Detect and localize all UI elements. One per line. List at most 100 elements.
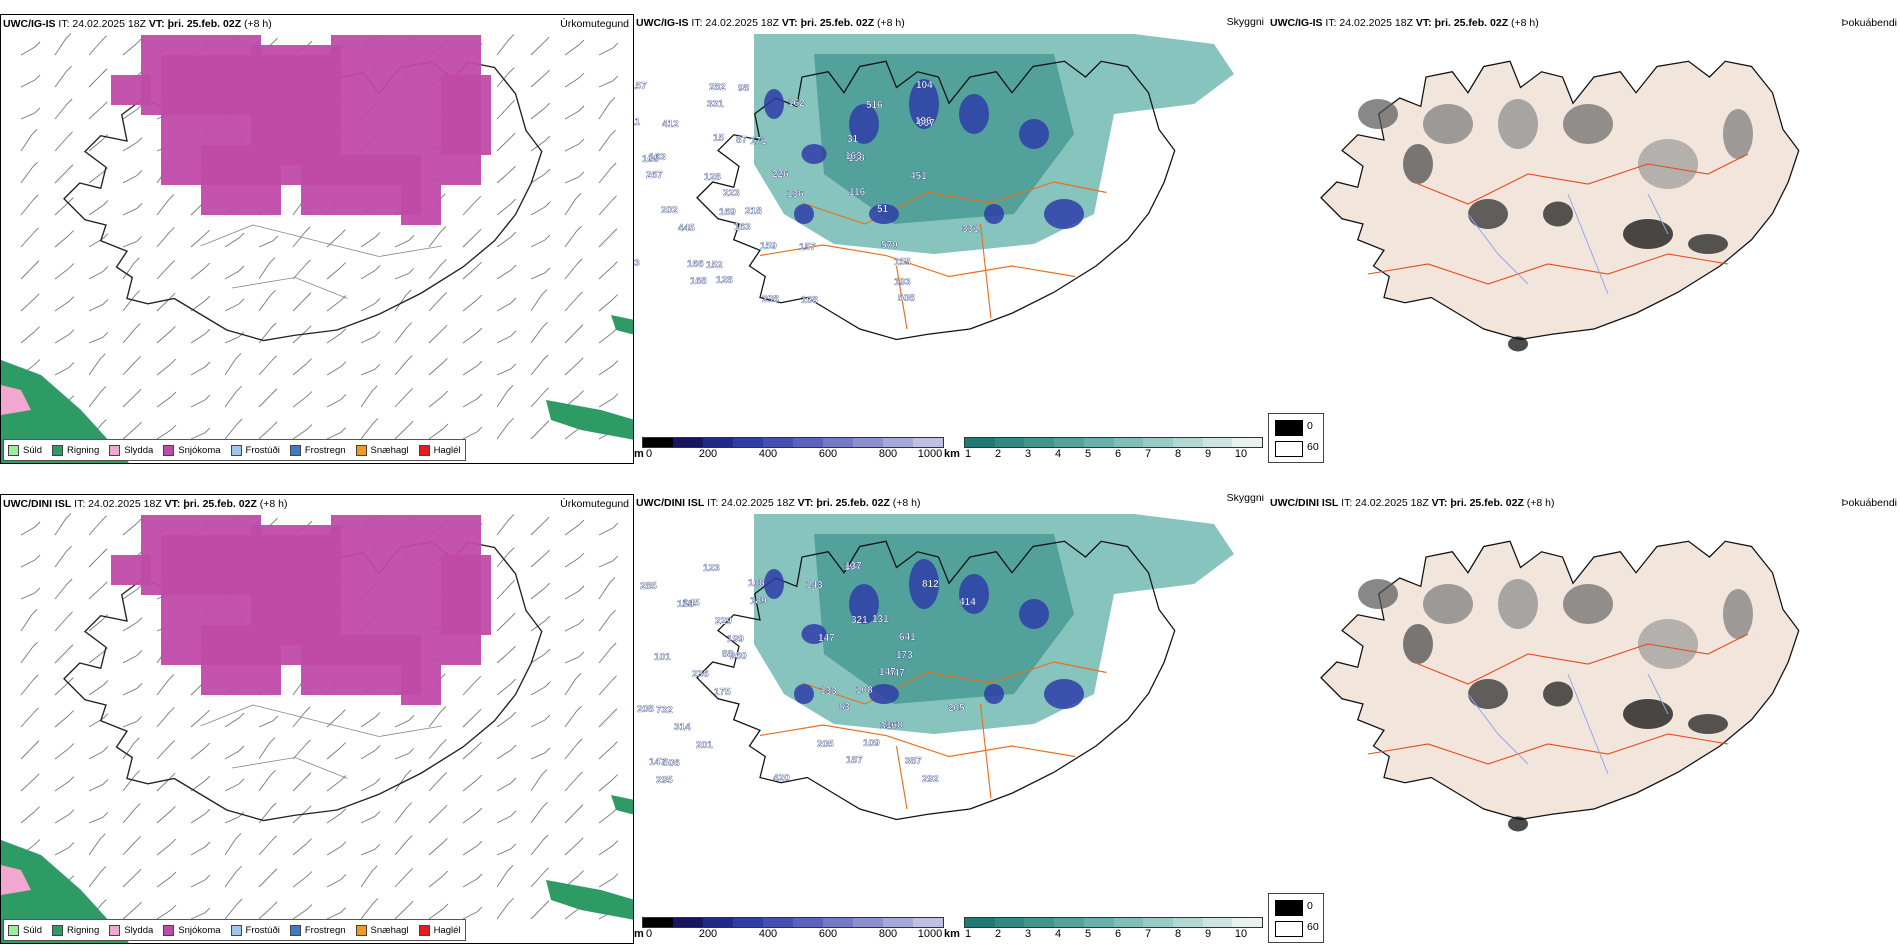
wind-barb — [190, 846, 206, 856]
wind-barb-flag — [476, 906, 483, 913]
ceiling-value-label: 314 — [674, 722, 691, 733]
vis-tick: 2 — [994, 928, 1002, 940]
wind-barb-flag — [374, 712, 381, 718]
terrain-colorbar: m 0 200 400 600 800 1000 — [634, 437, 944, 463]
wind-barb-flag — [508, 514, 515, 520]
wind-barb — [156, 330, 171, 344]
colorbar-segment — [913, 438, 943, 447]
wind-barb — [564, 428, 580, 440]
ceiling-value-label: 173 — [896, 650, 913, 661]
ceiling-value-label: 282 — [709, 82, 726, 93]
wind-barb — [88, 139, 103, 152]
wind-barb — [360, 270, 376, 280]
wind-barb — [190, 333, 206, 344]
wind-barb-flag — [100, 353, 106, 360]
wind-barb — [360, 336, 376, 344]
fog-shading — [1563, 584, 1613, 624]
wind-barb-flag — [372, 898, 379, 904]
wind-barb-flag — [577, 291, 583, 298]
wind-barb-flag — [101, 35, 107, 42]
wind-barb — [190, 432, 206, 440]
wind-barb-flag — [578, 651, 585, 658]
wind-barb-flag — [544, 648, 551, 655]
wind-barb — [54, 550, 67, 568]
terrain-colorbar-scale — [642, 917, 944, 928]
wind-barb-flag — [374, 232, 381, 238]
snow-area — [111, 75, 151, 105]
wind-barb-flag — [238, 778, 245, 785]
wind-barb-flag — [610, 609, 616, 616]
wind-barb-flag — [235, 353, 242, 359]
wind-barb — [530, 41, 545, 56]
precip-type-map — [1, 495, 633, 943]
wind-barb — [326, 399, 342, 408]
fog-indicator-panel-row1: UWC/IG-IS IT: 24.02.2025 18Z VT: þri. 25… — [1268, 14, 1900, 464]
wind-barb-flag — [269, 737, 276, 743]
wind-barb-flag — [575, 193, 582, 199]
wind-barb — [428, 264, 442, 280]
wind-barb-flag — [543, 36, 550, 43]
vis-tick: 1 — [964, 928, 972, 940]
wind-barb — [360, 870, 373, 888]
wind-barb — [122, 589, 138, 600]
wind-barb-flag — [236, 418, 243, 425]
wind-barb-flag — [406, 289, 412, 296]
wind-barb — [122, 43, 137, 56]
wind-barb-flag — [612, 294, 618, 300]
wind-barb — [258, 906, 273, 920]
wind-barb-flag — [204, 427, 211, 434]
ceiling-value-label: 447 — [888, 668, 905, 679]
wind-barb — [88, 304, 104, 312]
wind-barb-flag — [204, 907, 211, 914]
colorbar-segment — [823, 918, 853, 927]
wind-barb — [360, 717, 376, 728]
wind-barb-flag — [441, 739, 447, 745]
swatch — [355, 924, 367, 936]
sleet-area — [1, 865, 31, 895]
wind-barb — [20, 811, 35, 824]
colorbar-segment — [763, 438, 793, 447]
wind-barb — [258, 240, 274, 248]
wind-barb — [462, 332, 478, 344]
wind-barb-flag — [67, 611, 73, 618]
colorbar-segment — [1083, 918, 1114, 927]
wind-barb-flag — [136, 203, 143, 209]
wind-barb-flag — [442, 357, 448, 364]
terrain-blob — [959, 94, 989, 134]
wind-barb — [20, 614, 33, 632]
wind-barb-flag — [578, 585, 585, 592]
wind-barb — [326, 714, 341, 728]
fog-shading — [1403, 144, 1433, 184]
colorbar-segment — [965, 438, 995, 447]
terrain-tick: 200 — [698, 928, 718, 940]
wind-barb — [224, 336, 240, 344]
road-lines — [759, 181, 1107, 330]
terrain-blob — [869, 204, 899, 224]
wind-barb — [224, 783, 240, 792]
wind-barb-flag — [442, 390, 449, 397]
wind-barb-flag — [510, 810, 517, 817]
wind-barb-flag — [271, 421, 278, 427]
swatch — [355, 444, 367, 456]
fog-legend-label: 0 — [1307, 900, 1313, 912]
snow-area — [441, 555, 491, 635]
terrain-blob — [984, 684, 1004, 704]
wind-barb — [428, 842, 443, 856]
wind-barb — [496, 170, 511, 184]
wind-barb — [428, 908, 444, 920]
wind-barb — [564, 263, 578, 280]
legend-item-rain: Rigning — [52, 444, 99, 456]
ceiling-value-label: 128 — [704, 172, 721, 183]
vis-tick: 9 — [1204, 928, 1212, 940]
colorbar-segment — [883, 918, 913, 927]
wind-barb-flag — [306, 358, 312, 364]
wind-barb — [292, 264, 306, 280]
wind-barb-flag — [204, 262, 211, 269]
wind-barb-flag — [102, 713, 109, 719]
wind-barb — [326, 813, 342, 824]
terrain-blob — [909, 559, 939, 609]
wind-barb-flag — [476, 426, 483, 433]
wind-barb — [564, 743, 578, 760]
wind-barb-flag — [509, 547, 515, 553]
wind-barb — [530, 272, 546, 280]
